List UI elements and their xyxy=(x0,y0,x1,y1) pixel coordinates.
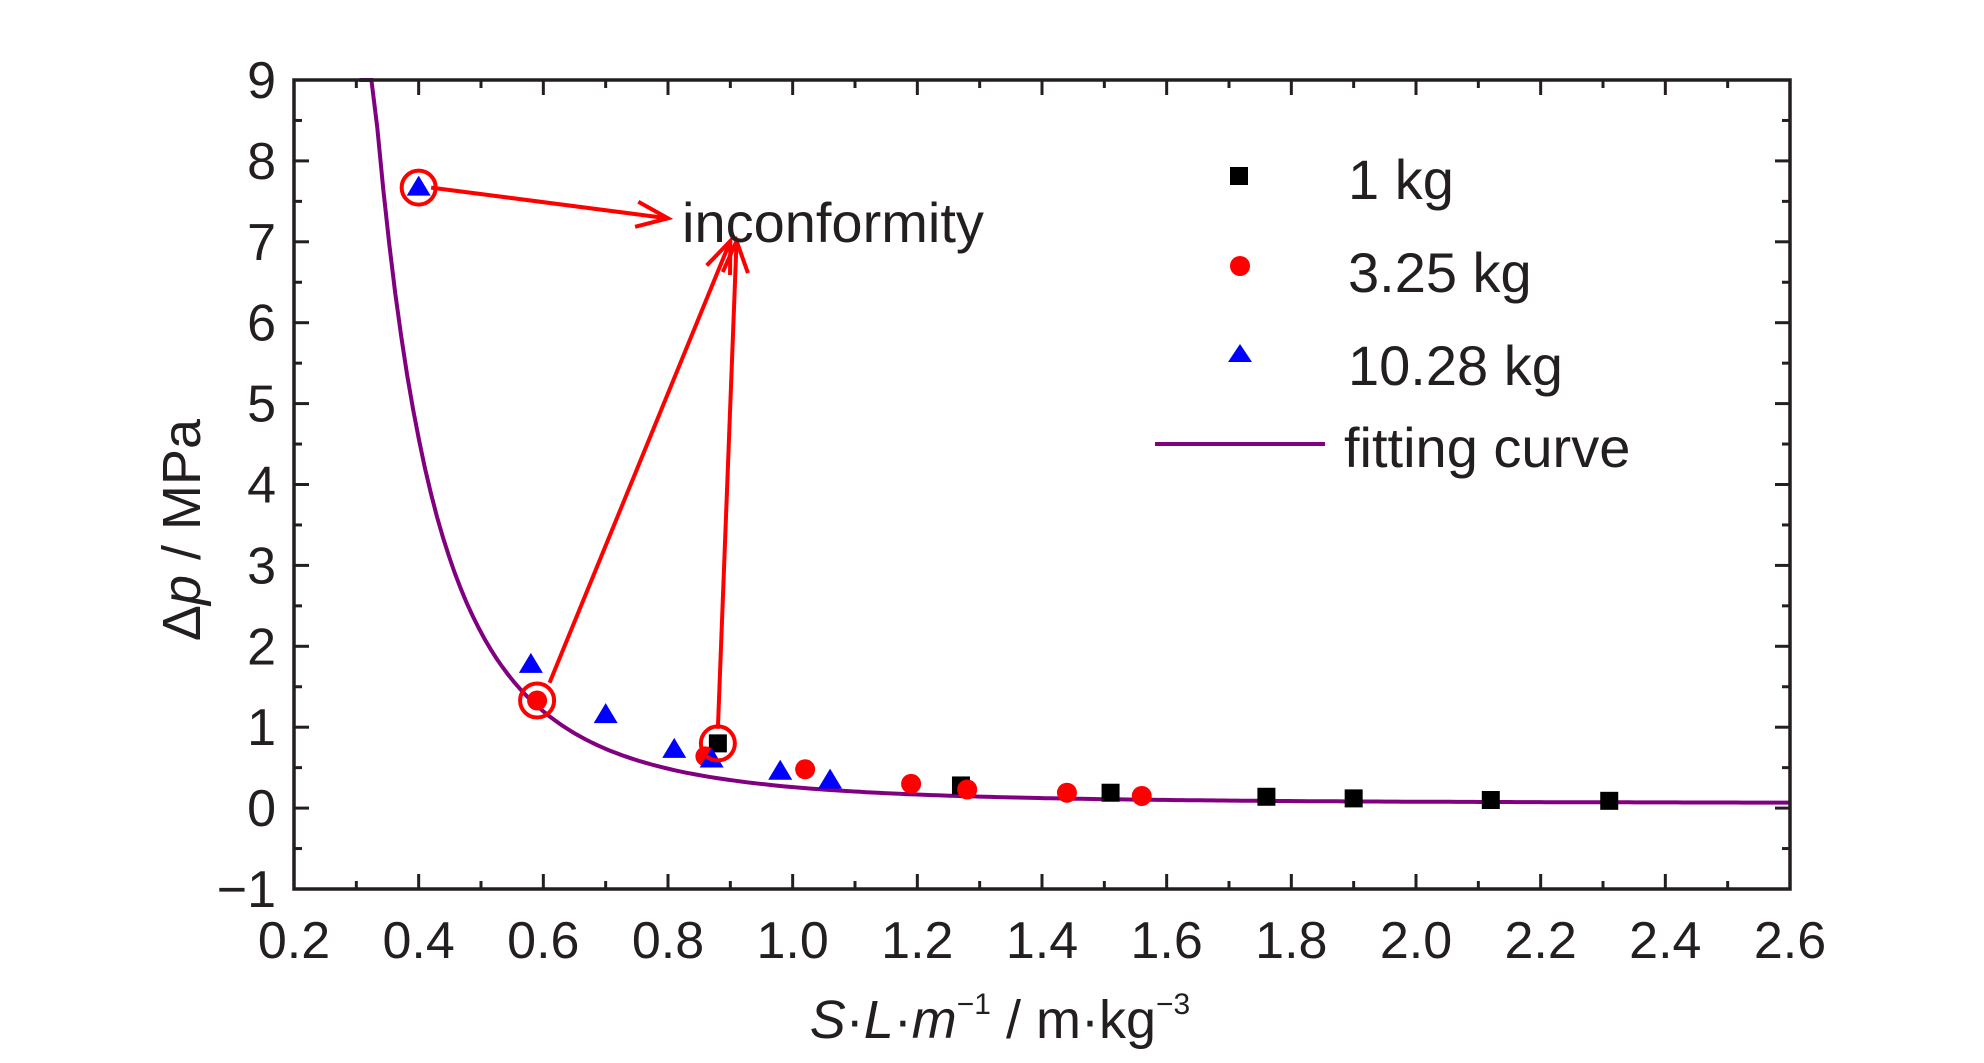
legend: 1 kg 3.25 kg 10.28 kg fitting curve xyxy=(1155,148,1630,479)
data-point-series-1 xyxy=(1101,783,1120,802)
x-tick-label: 2.4 xyxy=(1629,912,1701,970)
y-tick-label: 2 xyxy=(247,618,276,676)
x-axis-title-exponent-2: −3 xyxy=(1156,988,1190,1021)
x-tick-label: 0.2 xyxy=(258,912,330,970)
annotation-circle xyxy=(698,724,737,763)
x-axis-title-dot-1: · xyxy=(846,990,864,1050)
y-axis-title-unit: / MPa xyxy=(152,418,212,575)
x-tick-label: 0.4 xyxy=(383,912,455,970)
x-tick-label: 2.0 xyxy=(1380,912,1452,970)
annotation-circles xyxy=(399,168,737,763)
data-point-series-2 xyxy=(957,779,978,800)
data-point-series-3 xyxy=(818,768,843,789)
annotation-arrow-line xyxy=(547,240,733,684)
x-tick-label: 1.4 xyxy=(1006,912,1078,970)
data-point-series-2 xyxy=(901,773,922,794)
x-tick-label: 1.6 xyxy=(1131,912,1203,970)
annotation-arrow-head xyxy=(634,200,674,229)
data-point-series-3 xyxy=(662,737,687,758)
x-axis-tick-labels: 0.2 0.4 0.6 0.8 1.0 1.2 1.4 1.6 1.8 2.0 2.2 2.4 2.6 xyxy=(258,912,1826,970)
y-axis-title-variable: p xyxy=(152,575,212,607)
x-tick-label: 1.8 xyxy=(1255,912,1327,970)
data-point-series-1 xyxy=(1257,787,1276,806)
x-axis-title-unit: / m·kg xyxy=(991,990,1156,1050)
legend-label-series-1: 1 kg xyxy=(1348,148,1454,211)
y-axis-title-delta: Δ xyxy=(152,605,212,641)
x-axis-title-l: L xyxy=(864,990,894,1050)
annotation-label: inconformity xyxy=(682,191,984,254)
y-tick-label: 3 xyxy=(247,537,276,595)
x-axis-title: S·L·m−1 / m·kg−3 xyxy=(810,988,1190,1050)
data-point-series-2 xyxy=(1056,782,1077,803)
data-point-series-2 xyxy=(795,759,816,780)
data-point-series-2 xyxy=(1131,785,1152,806)
y-axis-title: Δp / MPa xyxy=(152,418,212,641)
data-point-series-3 xyxy=(406,175,431,196)
x-axis-title-exponent-1: −1 xyxy=(957,988,991,1021)
annotation-arrow-line xyxy=(430,185,669,221)
y-tick-label: −1 xyxy=(217,861,276,919)
legend-marker-series-2 xyxy=(1230,256,1250,276)
x-tick-label: 1.0 xyxy=(757,912,829,970)
y-tick-label: 1 xyxy=(247,699,276,757)
y-tick-label: 8 xyxy=(247,133,276,191)
data-point-series-1 xyxy=(1344,789,1363,808)
y-tick-label: 4 xyxy=(247,457,276,515)
annotation-circle xyxy=(518,681,557,720)
axis-ticks xyxy=(292,78,1792,891)
annotation-arrow-head xyxy=(720,235,750,274)
y-tick-label: 5 xyxy=(247,376,276,434)
annotation-arrows xyxy=(430,185,750,729)
x-tick-label: 0.8 xyxy=(632,912,704,970)
y-tick-label: 7 xyxy=(247,214,276,272)
x-axis-title-m: m xyxy=(912,990,957,1050)
x-axis-title-dot-2: · xyxy=(894,990,912,1050)
x-tick-label: 2.6 xyxy=(1754,912,1826,970)
legend-label-series-2: 3.25 kg xyxy=(1348,241,1532,304)
data-point-series-1 xyxy=(1481,791,1500,810)
x-tick-label: 1.2 xyxy=(881,912,953,970)
y-tick-label: 0 xyxy=(247,780,276,838)
data-point-series-2 xyxy=(527,690,548,711)
y-tick-label: 6 xyxy=(247,295,276,353)
legend-marker-series-3 xyxy=(1228,344,1252,362)
data-point-series-1 xyxy=(1600,791,1619,810)
legend-marker-series-1 xyxy=(1230,167,1248,185)
data-point-series-1 xyxy=(708,734,727,753)
x-tick-label: 2.2 xyxy=(1505,912,1577,970)
legend-label-fit: fitting curve xyxy=(1344,416,1630,479)
x-tick-label: 0.6 xyxy=(507,912,579,970)
legend-label-series-3: 10.28 kg xyxy=(1348,334,1563,397)
annotation-arrow-line xyxy=(715,240,739,729)
data-point-series-3 xyxy=(518,652,543,673)
y-tick-label: 9 xyxy=(247,52,276,110)
plot-frame xyxy=(292,78,1792,891)
x-axis-title-s: S xyxy=(810,990,846,1050)
data-point-series-3 xyxy=(768,759,793,780)
y-axis-tick-labels: −1 0 1 2 3 4 5 6 7 8 9 xyxy=(217,52,276,919)
annotation-circle xyxy=(399,168,438,207)
annotation-arrow-head xyxy=(705,236,733,276)
data-point-series-3 xyxy=(593,703,618,724)
